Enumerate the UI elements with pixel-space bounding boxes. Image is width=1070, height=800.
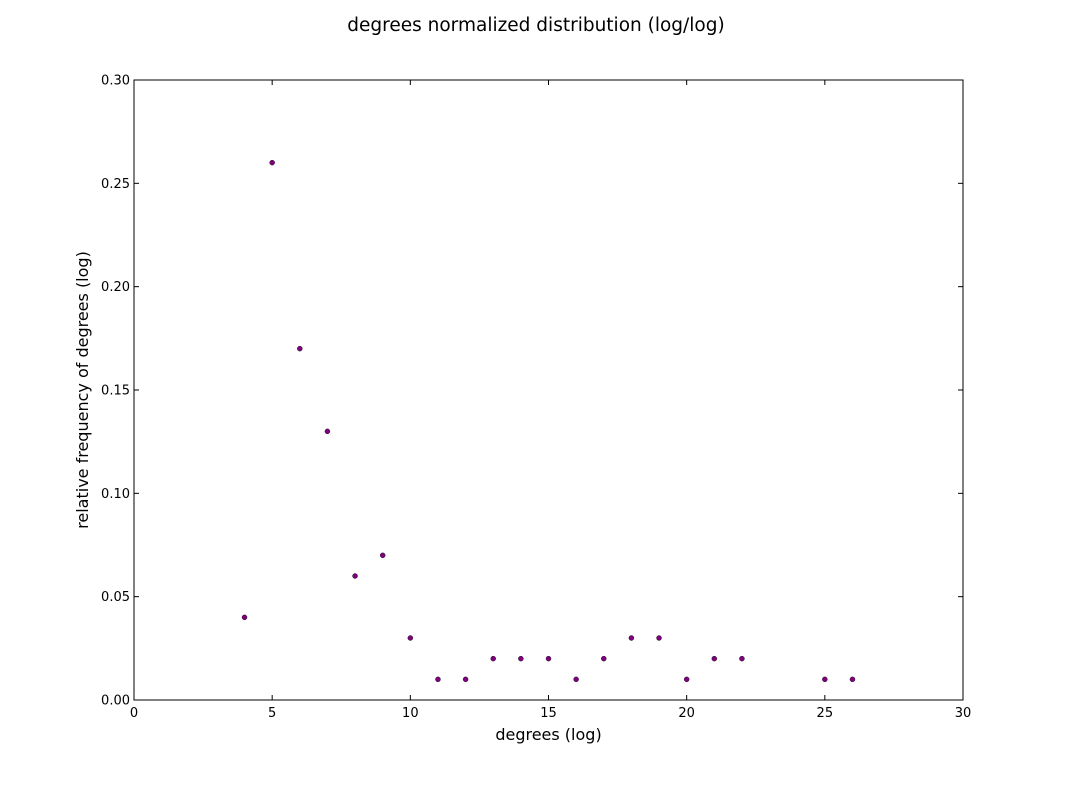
- y-tick-label: 0.25: [101, 177, 130, 192]
- data-point: [297, 345, 303, 352]
- data-point: [656, 635, 662, 641]
- data-point: [601, 655, 607, 662]
- data-point: [711, 655, 717, 662]
- data-point: [628, 635, 635, 641]
- y-tick-label: 0.20: [101, 280, 130, 295]
- y-tick-label: 0.00: [101, 694, 130, 709]
- data-point: [324, 428, 331, 435]
- data-points: [241, 159, 856, 683]
- plot-frame: [133, 79, 964, 701]
- data-point: [822, 676, 828, 683]
- data-point: [435, 676, 441, 683]
- data-point: [352, 573, 358, 579]
- data-point: [739, 655, 745, 662]
- data-point: [545, 655, 552, 662]
- data-point: [462, 676, 469, 683]
- data-point: [380, 552, 386, 559]
- x-tick-label: 30: [955, 706, 972, 721]
- y-tick-label: 0.05: [101, 590, 130, 605]
- x-axis-label: degrees (log): [495, 725, 601, 744]
- axis-ticks: 0 5 10 15 20 25 30 0.00 0.05 0.10 0.15 0.20 0.25 0.30: [101, 74, 971, 722]
- data-point: [573, 676, 579, 683]
- data-point: [849, 676, 856, 683]
- x-tick-label: 0: [130, 706, 138, 721]
- x-tick-label: 20: [678, 706, 695, 721]
- y-tick-label: 0.15: [101, 384, 130, 399]
- chart-title: degrees normalized distribution (log/log…: [347, 15, 724, 36]
- data-point: [241, 614, 248, 621]
- x-tick-label: 25: [817, 706, 834, 721]
- x-tick-label: 15: [540, 706, 557, 721]
- x-tick-label: 10: [402, 706, 419, 721]
- x-tick-label: 5: [268, 706, 276, 721]
- data-point: [269, 159, 275, 166]
- plot-area: [134, 80, 963, 700]
- data-point: [518, 655, 524, 662]
- y-axis-label: relative frequency of degrees (log): [73, 251, 92, 529]
- y-tick-label: 0.10: [101, 487, 130, 502]
- data-point: [683, 676, 690, 683]
- data-point: [407, 635, 414, 641]
- data-point: [490, 655, 496, 662]
- y-tick-label: 0.30: [101, 74, 130, 89]
